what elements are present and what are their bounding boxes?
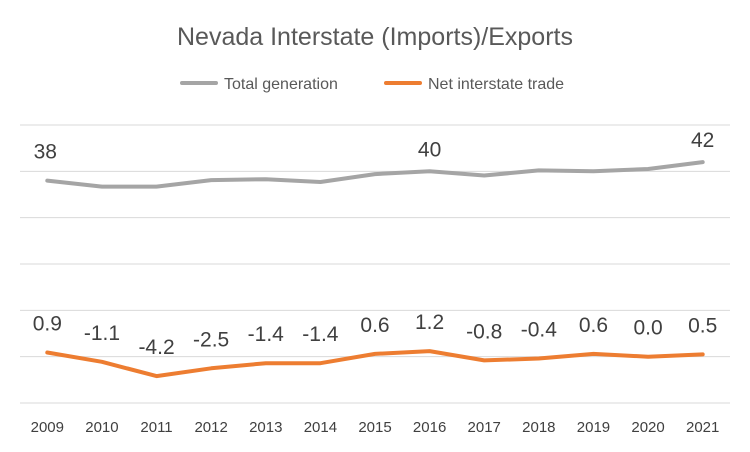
x-tick-label: 2011 bbox=[140, 419, 172, 436]
data-label: -0.8 bbox=[466, 320, 502, 343]
x-tick-label: 2013 bbox=[249, 419, 282, 436]
x-tick-label: 2020 bbox=[631, 419, 664, 436]
data-label: 40 bbox=[418, 138, 441, 161]
data-label: 1.2 bbox=[415, 311, 444, 334]
data-label: -4.2 bbox=[138, 336, 174, 359]
x-tick-label: 2016 bbox=[413, 419, 446, 436]
data-label: 0.5 bbox=[688, 314, 717, 337]
legend: Total generation Net interstate trade bbox=[180, 76, 564, 93]
data-label: -2.5 bbox=[193, 328, 229, 351]
legend-label-net-interstate-trade: Net interstate trade bbox=[428, 76, 564, 93]
data-labels: 38 40 42 0.9 -1.1 -4.2 -2.5 -1.4 -1.4 0.6 1.2 -0.8-… bbox=[33, 129, 718, 359]
data-label: 0.0 bbox=[633, 317, 662, 340]
series-line-net-interstate-trade bbox=[45, 349, 705, 379]
x-tick-label: 2021 bbox=[686, 419, 719, 436]
series-lines bbox=[45, 160, 705, 379]
data-label: 38 bbox=[34, 141, 57, 164]
data-label: -1.4 bbox=[302, 323, 339, 346]
data-label: 42 bbox=[691, 129, 714, 152]
x-axis: 2009 2010 2011 2012 2013 2014 2015 2016 2017 2018… bbox=[31, 419, 720, 436]
x-tick-label: 2018 bbox=[522, 419, 555, 436]
data-label: 0.6 bbox=[360, 314, 389, 337]
x-tick-label: 2015 bbox=[358, 419, 391, 436]
data-label: -1.4 bbox=[248, 323, 285, 346]
x-tick-label: 2019 bbox=[577, 419, 610, 436]
data-label: 0.6 bbox=[579, 314, 608, 337]
x-tick-label: 2014 bbox=[304, 419, 337, 436]
x-tick-label: 2012 bbox=[194, 419, 227, 436]
x-tick-label: 2010 bbox=[85, 419, 118, 436]
gridlines bbox=[20, 124, 730, 404]
x-tick-label: 2009 bbox=[31, 419, 64, 436]
legend-label-total-generation: Total generation bbox=[224, 76, 338, 93]
series-line-total-generation bbox=[45, 160, 705, 189]
data-label: -1.1 bbox=[84, 322, 120, 345]
data-label: 0.9 bbox=[33, 312, 62, 335]
data-label: -0.4 bbox=[521, 319, 558, 342]
x-tick-label: 2017 bbox=[468, 419, 501, 436]
chart-title: Nevada Interstate (Imports)/Exports bbox=[177, 23, 573, 51]
